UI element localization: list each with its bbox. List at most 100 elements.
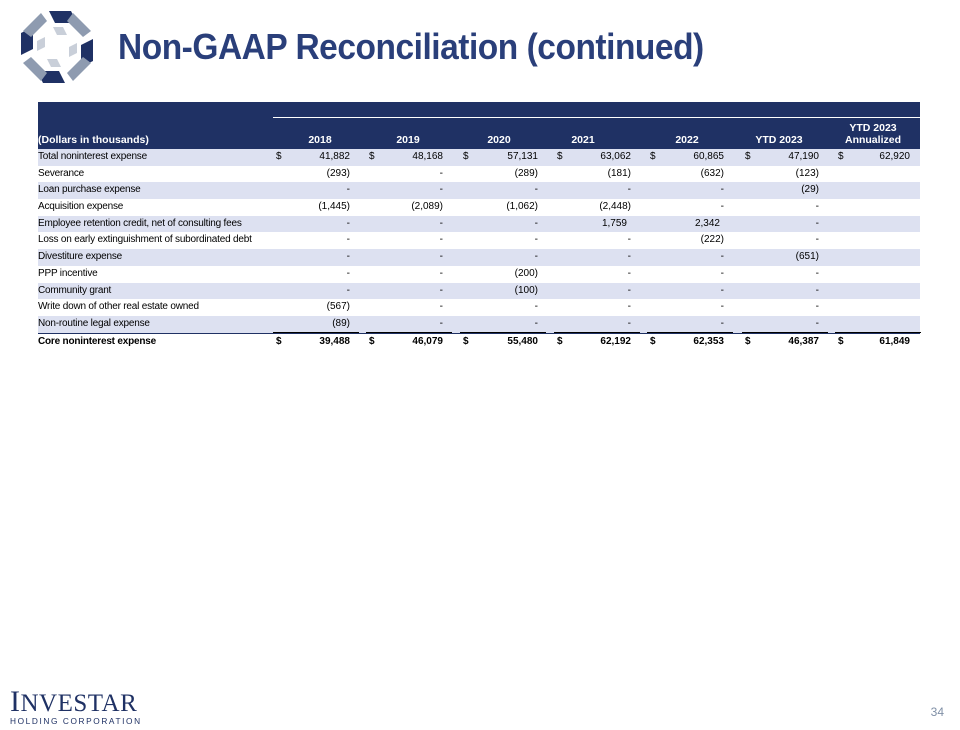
row-label: Core noninterest expense bbox=[38, 335, 157, 347]
column-header-line: YTD 2023 bbox=[849, 122, 897, 134]
cell-value: 48,168 bbox=[412, 151, 443, 162]
currency-symbol: $ bbox=[838, 151, 844, 162]
cell-value: (200) bbox=[514, 267, 538, 279]
subtotal-rule bbox=[273, 331, 359, 333]
cell-value: - bbox=[534, 317, 538, 329]
header-rule bbox=[273, 117, 920, 118]
table-header: (Dollars in thousands) 2018 2019 2020 2021 2… bbox=[38, 116, 920, 148]
cell-value: 46,387 bbox=[788, 335, 819, 347]
cell-value: - bbox=[534, 184, 538, 196]
cell-value: 39,488 bbox=[319, 335, 350, 347]
cell-value: 60,865 bbox=[693, 151, 724, 162]
table-row: PPP incentive - - (200) - - - bbox=[38, 266, 920, 283]
cell-value: - bbox=[815, 201, 819, 213]
table-body: Total noninterest expense $41,882 $48,168 $… bbox=[38, 148, 921, 351]
cell-value: (2,089) bbox=[411, 201, 443, 213]
cell-value: 57,131 bbox=[507, 151, 538, 162]
cell-value: 62,192 bbox=[600, 335, 631, 347]
column-header: 2020 bbox=[487, 134, 511, 146]
table-header-band bbox=[38, 102, 920, 116]
currency-symbol: $ bbox=[463, 335, 469, 347]
currency-symbol: $ bbox=[838, 335, 844, 347]
cell-value: - bbox=[627, 284, 631, 296]
brand-rest: NVESTAR bbox=[20, 690, 138, 717]
currency-symbol: $ bbox=[650, 335, 656, 347]
footer-logo: INVESTAR HOLDING CORPORATION bbox=[10, 687, 142, 727]
cell-value: - bbox=[346, 267, 350, 279]
page-title: Non-GAAP Reconciliation (continued) bbox=[118, 26, 704, 67]
row-label: Severance bbox=[38, 167, 85, 179]
column-header: YTD 2023 bbox=[755, 134, 803, 146]
table-row: Loss on early extinguishment of subordin… bbox=[38, 232, 920, 249]
page-number: 34 bbox=[930, 705, 944, 719]
brand-name: INVESTAR bbox=[10, 687, 142, 717]
currency-symbol: $ bbox=[557, 151, 563, 162]
column-header: 2018 bbox=[308, 134, 332, 146]
cell-value: - bbox=[439, 217, 443, 229]
cell-value: (632) bbox=[700, 167, 724, 179]
cell-value: - bbox=[534, 234, 538, 246]
currency-symbol: $ bbox=[745, 151, 751, 162]
row-label: Loan purchase expense bbox=[38, 184, 141, 196]
row-label: Employee retention credit, net of consul… bbox=[38, 217, 242, 229]
cell-value: - bbox=[439, 234, 443, 246]
row-label: Divestiture expense bbox=[38, 251, 123, 263]
cell-value: 63,062 bbox=[600, 151, 631, 162]
cell-value: - bbox=[720, 301, 724, 313]
cell-value: (123) bbox=[795, 167, 819, 179]
cell-value: (222) bbox=[700, 234, 724, 246]
table-row: Community grant - - (100) - - - bbox=[38, 282, 920, 300]
subtotal-rule bbox=[742, 331, 828, 333]
cell-value: - bbox=[346, 234, 350, 246]
cell-value: - bbox=[346, 184, 350, 196]
column-header: 2022 bbox=[675, 134, 699, 146]
cell-value: - bbox=[439, 284, 443, 296]
subtotal-rule bbox=[835, 331, 921, 333]
cell-value: (651) bbox=[795, 251, 819, 263]
cell-value: - bbox=[627, 251, 631, 263]
cell-value: 61,849 bbox=[879, 335, 910, 347]
column-header: 2019 bbox=[396, 134, 420, 146]
cell-value: - bbox=[627, 301, 631, 313]
cell-value: (181) bbox=[607, 167, 631, 179]
cell-value: - bbox=[720, 251, 724, 263]
cell-value: - bbox=[815, 301, 819, 313]
cell-value: - bbox=[720, 184, 724, 196]
cell-value: - bbox=[720, 201, 724, 213]
cell-value: (293) bbox=[326, 167, 350, 179]
table-row: Write down of other real estate owned (56… bbox=[38, 299, 920, 316]
currency-symbol: $ bbox=[369, 151, 375, 162]
currency-symbol: $ bbox=[276, 151, 282, 162]
brand-initial: I bbox=[10, 685, 21, 718]
cell-value: 41,882 bbox=[319, 151, 350, 162]
cell-value: - bbox=[534, 217, 538, 229]
table-row: Core noninterest expense $39,488 $46,079 $5… bbox=[38, 332, 920, 351]
subtotal-rule bbox=[460, 331, 546, 333]
cell-value: (567) bbox=[326, 301, 350, 313]
currency-symbol: $ bbox=[557, 335, 563, 347]
currency-symbol: $ bbox=[745, 335, 751, 347]
cell-value: - bbox=[439, 317, 443, 329]
cell-value: - bbox=[627, 234, 631, 246]
table-row: Severance (293) - (289) (181) (632) (123) bbox=[38, 166, 920, 183]
table-row: Non-routine legal expense (89) - - - - - bbox=[38, 315, 921, 333]
row-label: Total noninterest expense bbox=[38, 151, 147, 162]
row-label: Non-routine legal expense bbox=[38, 317, 150, 329]
column-header-line: Annualized bbox=[844, 134, 901, 146]
column-header-annualized: YTD 2023 Annualized bbox=[833, 122, 913, 146]
brand-subtitle: HOLDING CORPORATION bbox=[10, 716, 142, 726]
row-label: Acquisition expense bbox=[38, 201, 124, 213]
currency-symbol: $ bbox=[276, 335, 282, 347]
cell-value: (289) bbox=[514, 167, 538, 179]
row-label: PPP incentive bbox=[38, 267, 98, 279]
cell-value: - bbox=[720, 284, 724, 296]
currency-symbol: $ bbox=[463, 151, 469, 162]
cell-value: 46,079 bbox=[412, 335, 443, 347]
table-row: Employee retention credit, net of consul… bbox=[38, 215, 920, 233]
cell-value: - bbox=[346, 284, 350, 296]
table-row: Divestiture expense - - - - - (651) bbox=[38, 249, 920, 266]
cell-value: (1,445) bbox=[318, 201, 350, 213]
cell-value: - bbox=[534, 251, 538, 263]
reconciliation-table: (Dollars in thousands) 2018 2019 2020 2021 2… bbox=[38, 102, 921, 351]
column-header: 2021 bbox=[571, 134, 595, 146]
